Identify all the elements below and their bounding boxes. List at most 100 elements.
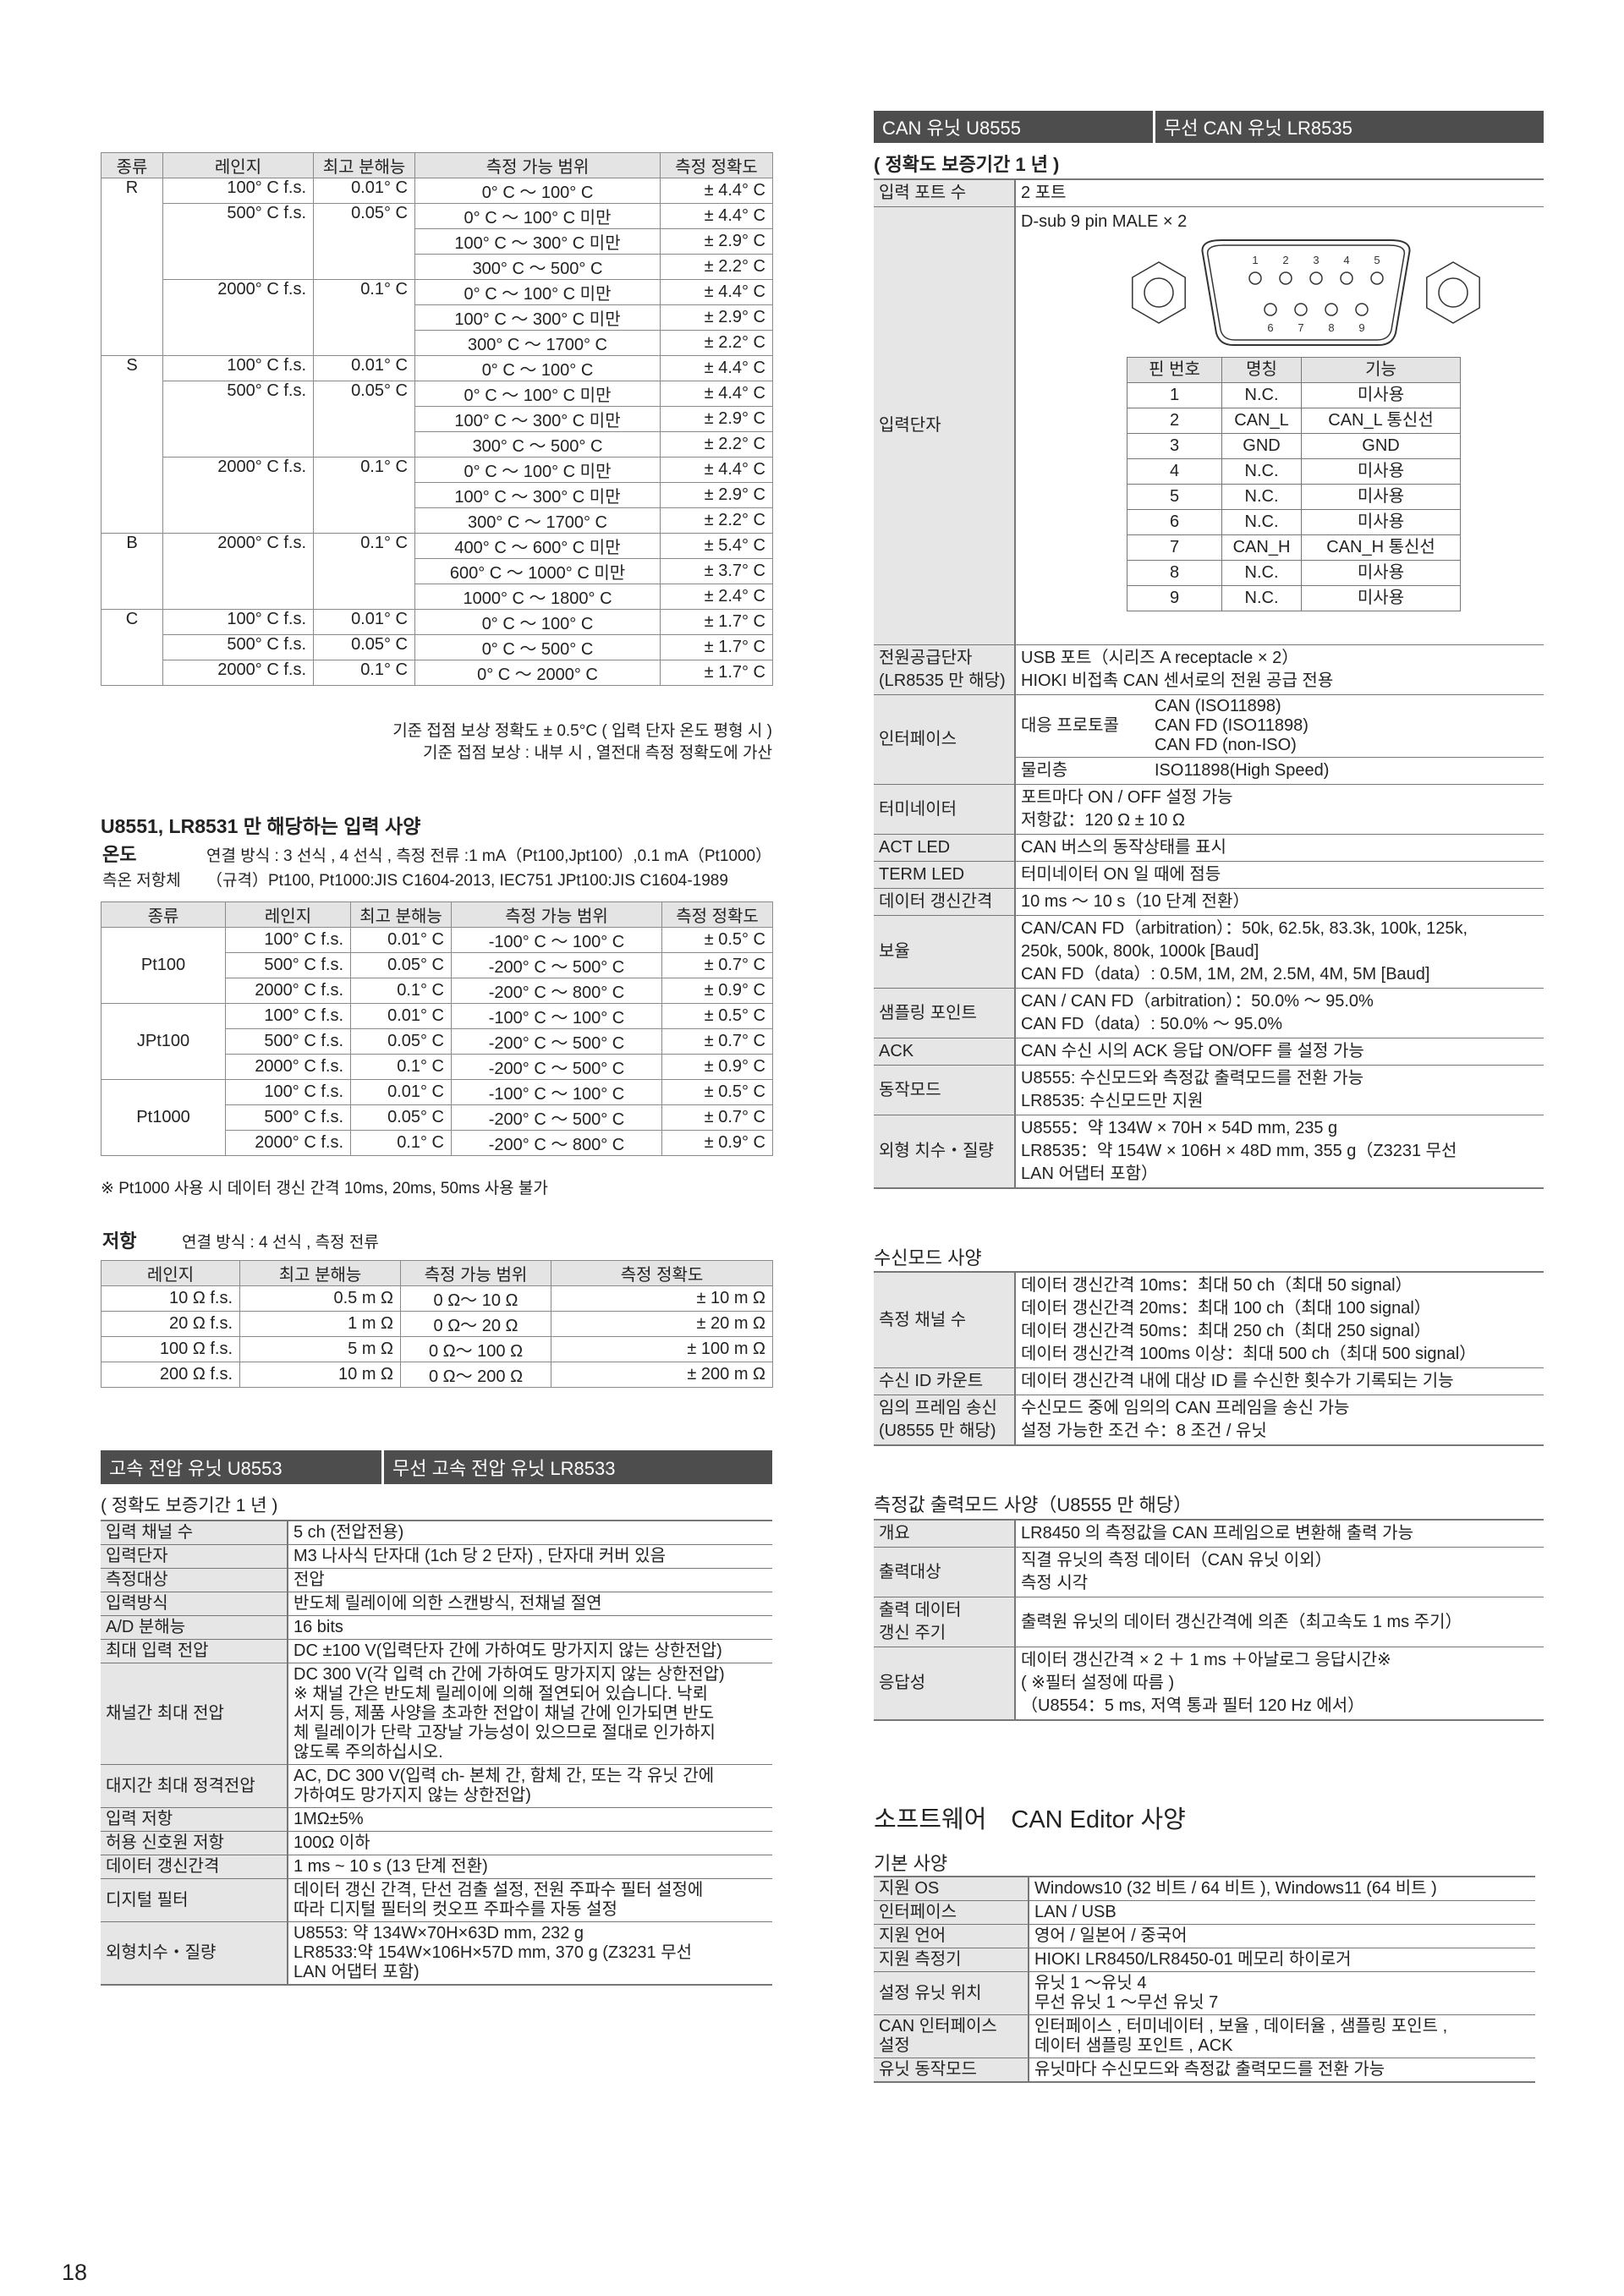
table-cell: 미사용 — [1301, 509, 1461, 535]
table-cell: N.C. — [1221, 484, 1302, 510]
spec-row: 유닛 동작모드 유닛마다 수신모드와 측정값 출력모드를 전환 가능 — [874, 2058, 1535, 2083]
spec-value: 1 ms ~ 10 s (13 단계 전환) — [288, 1855, 772, 1879]
spec-value-line: USB 포트（시리즈 A receptacle × 2） — [1021, 649, 1299, 667]
spec-value-line: 1MΩ±5% — [294, 1810, 364, 1828]
table-cell: 0 Ω～ 10 Ω — [400, 1285, 551, 1312]
protocol-subrow: 대응 프로토콜 CAN (ISO11898) CAN FD (ISO11898) CA… — [1021, 697, 1539, 755]
pin — [1355, 303, 1369, 316]
table-row: 500° C f.s. 0.05° C -200° C ～ 500° C ± 0.7°… — [102, 952, 773, 978]
accuracy-cell: ± 2.9° C — [660, 482, 773, 508]
table-cell: -100° C ～ 100° C — [451, 1079, 662, 1105]
spec-value-line: LAN / USB — [1034, 1903, 1116, 1921]
header-right: 무선 CAN 유닛 LR8535 — [1153, 111, 1352, 143]
table-cell: N.C. — [1221, 509, 1302, 535]
table-row: Pt1000 100° C f.s. 0.01° C -100° C ～ 100° C… — [101, 1079, 773, 1156]
measure-range-cell: 0° C ～ 100° C — [414, 178, 661, 204]
table-row: S 100° C f.s. 0.01° C 0° C ～ 100° C ± 4.4° C — [101, 355, 773, 534]
spec-value-line: 따라 디지털 필터의 컷오프 주파수를 자동 설정 — [294, 1900, 617, 1919]
spec-label: 디지털 필터 — [101, 1878, 288, 1922]
protocol-item: CAN FD (non-ISO) — [1155, 736, 1297, 754]
table-cell: GND — [1221, 433, 1302, 459]
table-row: 500° C f.s. 0.05° C 0° C ～ 500° C ± 1.7° C — [102, 634, 773, 660]
accuracy-cell: ± 2.2° C — [660, 431, 773, 458]
table-cell: 5 — [1127, 484, 1222, 510]
table-row: 1 N.C. 미사용 — [1127, 382, 1461, 408]
spec-label-line: 갱신 주기 — [879, 1624, 946, 1642]
accuracy-cell: ± 4.4° C — [660, 381, 773, 407]
section-title: U8551, LR8531 만 해당하는 입력 사양 — [101, 815, 421, 837]
protocol-item: CAN FD (ISO11898) — [1155, 716, 1309, 735]
table-cell: CAN_L 통신선 — [1301, 408, 1461, 434]
pin-label: 1 — [1252, 254, 1258, 266]
spec-value-line: CAN 수신 시의 ACK 응답 ON/OFF 를 설정 가능 — [1021, 1042, 1364, 1060]
table-cell: ± 0.9° C — [661, 1054, 773, 1080]
table-cell: ± 10 m Ω — [551, 1285, 773, 1312]
table-row: 4 N.C. 미사용 — [1127, 458, 1461, 485]
spec-row: 입력 채널 수 5 ch (전압전용) — [101, 1520, 772, 1545]
spec-value: 16 bits — [288, 1615, 772, 1640]
spec-row: 입력 저항 1MΩ±5% — [101, 1807, 772, 1832]
resistance-description: 저항 연결 방식 : 4 선식 , 측정 전류 — [102, 1226, 379, 1253]
note: 기준 접점 보상 : 내부 시 , 열전대 측정 정확도에 가산 — [423, 744, 772, 762]
spec-label: 출력 데이터 갱신 주기 — [874, 1597, 1016, 1647]
pin — [1248, 271, 1262, 285]
table-row: 9 N.C. 미사용 — [1127, 585, 1461, 611]
pin-label: 7 — [1298, 321, 1303, 334]
spec-value-line: 무선 유닛 1 ～무선 유닛 7 — [1034, 1993, 1219, 2012]
measure-range-cell: 100° C ～ 300° C 미만 — [414, 228, 661, 255]
spec-label: 측정 채널 수 — [874, 1271, 1016, 1368]
spec-row: 동작모드 U8555: 수신모드와 측정값 출력모드를 전환 가능 LR8535: … — [874, 1065, 1544, 1115]
measure-range-cell: 300° C ～ 1700° C — [414, 330, 661, 356]
table-cell: 200 Ω f.s. — [101, 1362, 240, 1388]
spec-row: 최대 입력 전압 DC ±100 V(입력단자 간에 가하여도 망가지지 않는 상… — [101, 1639, 772, 1663]
spec-value-line: 데이터 갱신간격 × 2 ＋ 1 ms ＋아날로그 응답시간※ — [1021, 1651, 1391, 1669]
spec-value: 10 ms ～ 10 s（10 단계 전환） — [1015, 888, 1544, 916]
table-cell: 0.1° C — [350, 978, 452, 1004]
accuracy-cell: ± 4.4° C — [660, 203, 773, 229]
accuracy-cell: ± 4.4° C — [660, 178, 773, 204]
table-cell: ± 0.5° C — [661, 1079, 773, 1105]
spec-value: DC 300 V(각 입력 ch 간에 가하여도 망가지지 않는 상한전압) ※ … — [288, 1663, 772, 1765]
pin — [1279, 271, 1292, 285]
resolution-cell: 0.1° C — [313, 660, 415, 686]
table-row: Pt100 100° C f.s. 0.01° C -100° C ～ 100° C ±… — [101, 927, 773, 1004]
spec-row: 외형 치수・질량 U8555：약 134W × 70H × 54D mm, 235… — [874, 1115, 1544, 1189]
spec-value: AC, DC 300 V(입력 ch- 본체 간, 함체 간, 또는 각 유닛 … — [288, 1764, 772, 1808]
table-cell: 0.05° C — [350, 1104, 452, 1131]
table-cell: 1 — [1127, 382, 1222, 408]
pin-label: 4 — [1343, 254, 1349, 266]
table-row: R 100° C f.s. 0.01° C 0° C ～ 100° C ± 4.4° C — [101, 178, 773, 356]
column-header: 종류 — [101, 901, 226, 928]
thermocouple-table: 종류 레인지 최고 분해능 측정 가능 범위 측정 정확도 R 100° C f.s. 0.0… — [101, 152, 773, 686]
table-cell: 0.5 m Ω — [239, 1285, 401, 1312]
table-row: JPt100 100° C f.s. 0.01° C -100° C ～ 100° C… — [101, 1003, 773, 1080]
table-cell: 0.01° C — [350, 1079, 452, 1105]
table-cell: ± 0.7° C — [661, 1104, 773, 1131]
spec-label: 지원 OS — [874, 1876, 1029, 1901]
spec-label: 임의 프레임 송신 (U8555 만 해당) — [874, 1395, 1016, 1446]
column-header: 측정 가능 범위 — [400, 1260, 551, 1286]
accuracy-cell: ± 3.7° C — [660, 558, 773, 584]
spec-value-line: LAN 어댑터 포함） — [1021, 1164, 1159, 1183]
table-row: 100° C ～ 300° C 미만 ± 2.9° C — [102, 304, 773, 331]
pin-label: 3 — [1313, 254, 1319, 266]
spec-value-line: 데이터 갱신간격 내에 대상 ID 를 수신한 횟수가 기록되는 기능 — [1021, 1372, 1454, 1390]
table-row: 2000° C f.s. 0.1° C 0° C ～ 100° C 미만 ± 4.4°… — [102, 279, 773, 356]
spec-row: 보율 CAN/CAN FD（arbitration）：50k, 62.5k, 83… — [874, 915, 1544, 989]
spec-value-line: U8555: 수신모드와 측정값 출력모드를 전환 가능 — [1021, 1069, 1364, 1088]
header-left: CAN 유닛 U8555 — [882, 118, 1021, 139]
measure-range-cell: 300° C ～ 1700° C — [414, 507, 661, 534]
spec-row: 전원공급단자 (LR8535 만 해당) USB 포트（시리즈 A receptac… — [874, 644, 1544, 695]
section-header-bar: CAN 유닛 U8555 무선 CAN 유닛 LR8535 — [874, 111, 1544, 143]
spec-label-line: (LR8535 만 해당) — [879, 671, 1006, 690]
measure-range-cell: 100° C ～ 300° C 미만 — [414, 406, 661, 432]
spec-value-line: ※ 채널 간은 반도체 릴레이에 의해 절연되어 있습니다. 낙뢰 — [294, 1685, 708, 1703]
spec-value-line: 측정 시각 — [1021, 1574, 1089, 1592]
table-cell: N.C. — [1221, 560, 1302, 586]
thermocouple-notes: 기준 접점 보상 정확도 ± 0.5°C ( 입력 단자 온도 평형 시 ) 기… — [101, 721, 772, 764]
column-header: 측정 정확도 — [660, 152, 773, 178]
spec-value: 데이터 갱신간격 10ms：최대 50 ch（최대 50 signal） 데이터 … — [1015, 1271, 1544, 1368]
table-cell: 500° C f.s. — [225, 952, 351, 978]
spec-label: 동작모드 — [874, 1065, 1016, 1115]
